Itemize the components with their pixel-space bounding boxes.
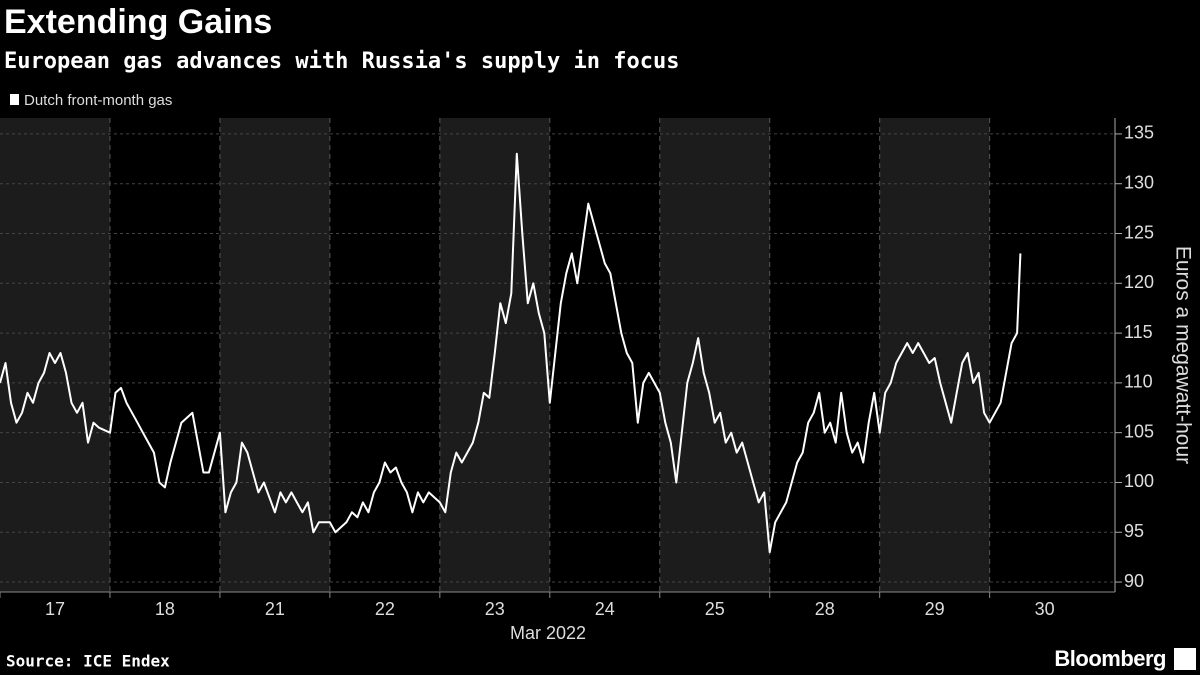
plot [0,152,1022,554]
chart-subtitle: European gas advances with Russia's supp… [4,49,680,74]
y-tick-label: 125 [1124,222,1154,242]
x-tick-label: 28 [815,599,835,619]
y-tick-label: 100 [1124,471,1154,491]
y-tick-label: 105 [1124,421,1154,441]
y-tick-label: 115 [1124,322,1153,342]
y-tick-label: 110 [1124,372,1153,392]
y-tick-label: 130 [1124,172,1154,192]
legend-label: Dutch front-month gas [24,92,172,109]
chart-title: Extending Gains [4,3,272,41]
x-tick-label: 21 [265,599,285,619]
day-band [0,118,110,592]
y-axis-label: Euros a megawatt-hour [1171,246,1194,464]
x-tick-label: 29 [925,599,945,619]
x-axis-label: Mar 2022 [510,623,586,643]
x-tick-label: 24 [595,599,615,619]
y-tick-label: 135 [1124,123,1154,143]
y-tick-label: 95 [1124,521,1144,541]
day-band [659,118,770,592]
legend-swatch [10,94,19,105]
x-tick-label: 23 [485,599,505,619]
source: Source: ICE Endex [6,652,170,671]
x-tick-label: 25 [705,599,725,619]
brand-icon [1174,648,1196,670]
x-tick-label: 30 [1035,599,1055,619]
brand: Bloomberg [1054,646,1166,671]
x-tick-label: 17 [45,599,65,619]
day-band [879,118,990,592]
y-tick-label: 90 [1124,571,1144,591]
day-band [219,118,330,592]
y-tick-label: 120 [1124,272,1154,292]
x-tick-label: 22 [375,599,395,619]
price-line [0,152,1022,554]
x-tick-label: 18 [155,599,175,619]
